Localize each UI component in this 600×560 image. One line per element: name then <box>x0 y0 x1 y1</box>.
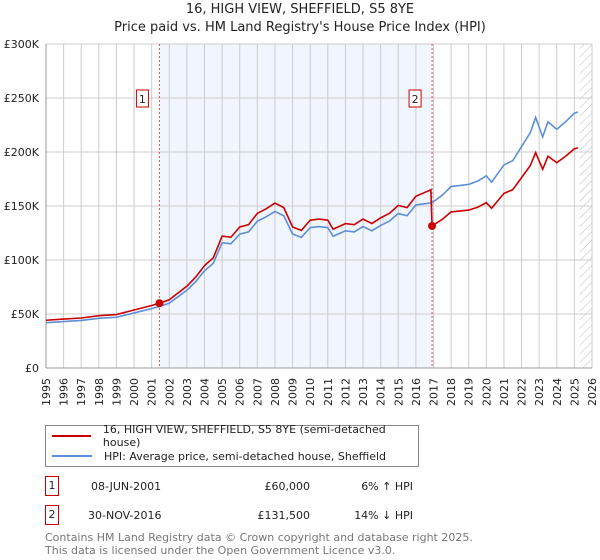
x-tick-label: 2003 <box>181 378 194 406</box>
y-tick-label: £50K <box>11 308 40 321</box>
sale-row: 1 08-JUN-2001 £60,000 6% ↑ HPI <box>45 476 465 496</box>
y-tick-label: £150K <box>4 200 40 213</box>
y-tick-label: £300K <box>4 38 40 51</box>
sale-marker-box <box>408 89 422 108</box>
x-tick-label: 2005 <box>216 378 229 406</box>
x-tick-label: 2021 <box>498 378 511 406</box>
x-tick-label: 2017 <box>427 378 440 406</box>
x-tick-label: 2007 <box>251 378 264 406</box>
legend-label: HPI: Average price, semi-detached house,… <box>104 449 387 463</box>
footer-copyright: Contains HM Land Registry data © Crown c… <box>45 531 473 544</box>
x-tick-label: 2016 <box>410 378 423 406</box>
x-tick-label: 2011 <box>322 378 335 406</box>
legend-item-property: 16, HIGH VIEW, SHEFFIELD, S5 8YE (semi-d… <box>46 423 418 449</box>
sale-price: £131,500 <box>257 509 311 522</box>
x-tick-label: 2025 <box>568 378 581 406</box>
x-tick-label: 2019 <box>463 378 476 406</box>
sale-marker-box: 2 <box>45 505 59 525</box>
x-tick-label: 2024 <box>551 378 564 406</box>
x-tick-label: 1999 <box>110 378 123 406</box>
x-tick-label: 2008 <box>269 378 282 406</box>
legend-label: 16, HIGH VIEW, SHEFFIELD, S5 8YE (semi-d… <box>102 423 386 449</box>
chart-title: 16, HIGH VIEW, SHEFFIELD, S5 8YE <box>185 2 415 17</box>
footer: Contains HM Land Registry data © Crown c… <box>45 531 473 557</box>
sale-hpi-diff: 6% ↑ HPI <box>361 480 413 493</box>
sale-hpi-diff: 14% ↓ HPI <box>354 509 413 522</box>
x-tick-label: 2015 <box>392 378 405 406</box>
series-line-property <box>45 147 579 322</box>
legend-item-hpi: HPI: Average price, semi-detached house,… <box>46 446 386 466</box>
x-tick-label: 2012 <box>339 378 352 406</box>
sale-marker-label: 2 <box>412 93 419 106</box>
x-tick-label: 1997 <box>75 378 88 406</box>
series-line-hpi <box>45 111 579 324</box>
x-tick-label: 1996 <box>58 378 71 406</box>
y-tick-label: £0 <box>25 362 39 375</box>
sale-marker-box: 1 <box>45 476 59 496</box>
x-tick-label: 2013 <box>357 378 370 406</box>
x-tick-label: 2004 <box>199 378 212 406</box>
sale-price: £60,000 <box>264 480 311 493</box>
y-tick-label: £200K <box>4 146 40 159</box>
sale-marker-label: 1 <box>139 93 146 106</box>
sale-point <box>428 221 437 230</box>
x-tick-label: 2006 <box>234 378 247 406</box>
legend: 16, HIGH VIEW, SHEFFIELD, S5 8YE (semi-d… <box>45 423 419 467</box>
x-tick-label: 2018 <box>445 378 458 406</box>
y-tick-label: £250K <box>4 92 40 105</box>
sale-date: 08-JUN-2001 <box>91 480 162 493</box>
chart-subtitle: Price paid vs. HM Land Registry's House … <box>114 20 486 35</box>
x-tick-label: 2014 <box>375 378 388 406</box>
legend-swatch-red <box>52 435 91 437</box>
x-tick-label: 2022 <box>516 378 529 406</box>
plot-area: 1995 1996 1997 1998 1999 2000 2001 2002 2003 2004… <box>4 38 599 406</box>
footer-licence: This data is licensed under the Open Gov… <box>45 544 396 557</box>
x-tick-label: 2023 <box>533 378 546 406</box>
sale-date: 30-NOV-2016 <box>88 509 162 522</box>
x-tick-label: 2026 <box>586 378 599 406</box>
sale-point <box>155 299 164 308</box>
x-tick-label: 2009 <box>287 378 300 406</box>
x-tick-label: 2001 <box>146 378 159 406</box>
sale-row: 2 30-NOV-2016 £131,500 14% ↓ HPI <box>45 505 465 525</box>
x-tick-label: 2020 <box>480 378 493 406</box>
x-tick-label: 2000 <box>128 378 141 406</box>
legend-swatch-blue <box>52 455 92 457</box>
x-tick-label: 2002 <box>163 378 176 406</box>
x-tick-label: 2010 <box>304 378 317 406</box>
sale-marker-box <box>135 89 149 108</box>
x-tick-label: 1998 <box>93 378 106 406</box>
x-tick-label: 1995 <box>40 378 53 406</box>
y-tick-label: £100K <box>4 254 40 267</box>
